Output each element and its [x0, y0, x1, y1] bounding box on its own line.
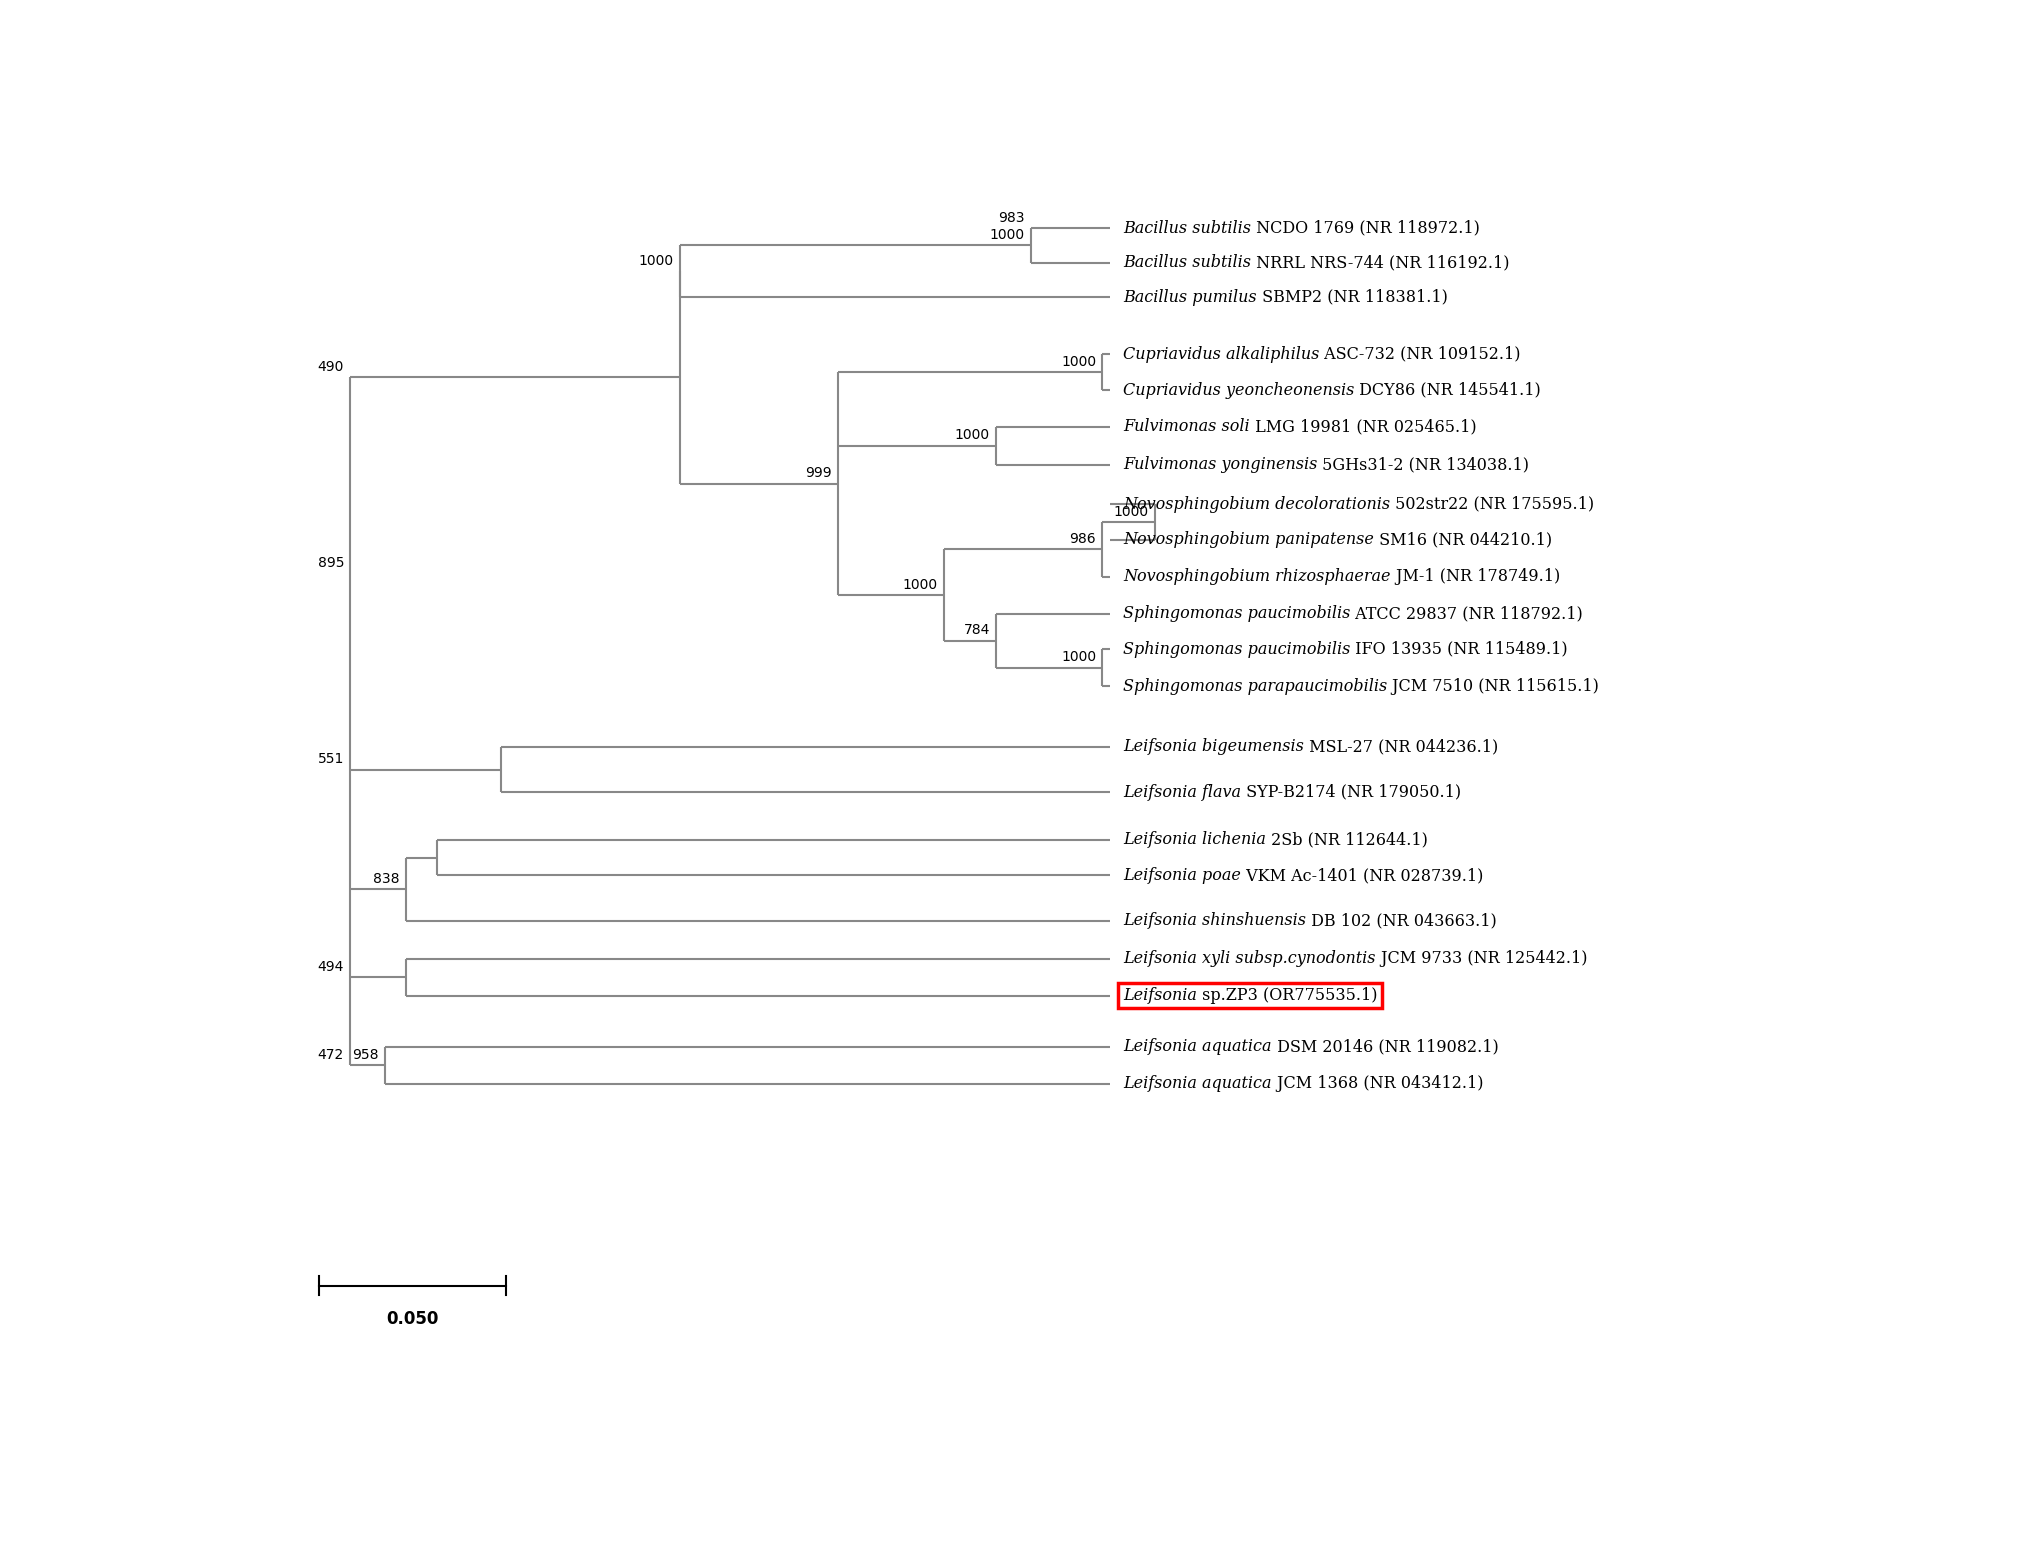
- Text: DCY86 (NR 145541.1): DCY86 (NR 145541.1): [1355, 382, 1540, 399]
- Text: Bacillus subtilis: Bacillus subtilis: [1124, 219, 1250, 236]
- Text: 1000: 1000: [637, 253, 674, 267]
- Text: ATCC 29837 (NR 118792.1): ATCC 29837 (NR 118792.1): [1350, 606, 1583, 623]
- Text: 986: 986: [1068, 531, 1097, 545]
- Text: MSL-27 (NR 044236.1): MSL-27 (NR 044236.1): [1303, 739, 1498, 756]
- Text: 895: 895: [317, 556, 343, 570]
- Text: Leifsonia poae: Leifsonia poae: [1124, 867, 1240, 884]
- Text: Novosphingobium panipatense: Novosphingobium panipatense: [1124, 531, 1373, 548]
- Text: SYP-B2174 (NR 179050.1): SYP-B2174 (NR 179050.1): [1240, 783, 1461, 800]
- Text: 784: 784: [964, 623, 991, 637]
- Text: Novosphingobium decolorationis: Novosphingobium decolorationis: [1124, 496, 1389, 513]
- Text: 1000: 1000: [989, 229, 1026, 243]
- Text: JCM 1368 (NR 043412.1): JCM 1368 (NR 043412.1): [1271, 1075, 1483, 1092]
- Text: Leifsonia aquatica: Leifsonia aquatica: [1124, 1075, 1271, 1092]
- Text: DSM 20146 (NR 119082.1): DSM 20146 (NR 119082.1): [1271, 1038, 1498, 1055]
- Text: Fulvimonas soli: Fulvimonas soli: [1124, 419, 1250, 436]
- Text: Leifsonia aquatica: Leifsonia aquatica: [1124, 1038, 1271, 1055]
- Text: Leifsonia shinshuensis: Leifsonia shinshuensis: [1124, 912, 1305, 929]
- Text: Leifsonia bigeumensis: Leifsonia bigeumensis: [1124, 739, 1303, 756]
- Text: 472: 472: [319, 1048, 343, 1061]
- Text: 983: 983: [999, 210, 1026, 224]
- Text: Leifsonia flava: Leifsonia flava: [1124, 783, 1240, 800]
- Text: Cupriavidus alkaliphilus: Cupriavidus alkaliphilus: [1124, 346, 1320, 363]
- Text: Cupriavidus yeoncheonensis: Cupriavidus yeoncheonensis: [1124, 382, 1355, 399]
- Text: 958: 958: [351, 1048, 378, 1061]
- Text: Bacillus subtilis: Bacillus subtilis: [1124, 255, 1250, 272]
- Text: 490: 490: [317, 360, 343, 374]
- Text: sp.ZP3 (OR775535.1): sp.ZP3 (OR775535.1): [1197, 987, 1377, 1004]
- Text: ASC-732 (NR 109152.1): ASC-732 (NR 109152.1): [1320, 346, 1520, 363]
- Text: DB 102 (NR 043663.1): DB 102 (NR 043663.1): [1305, 912, 1498, 929]
- Text: 0.050: 0.050: [386, 1310, 439, 1327]
- Text: 551: 551: [317, 752, 343, 766]
- Text: 494: 494: [317, 959, 343, 973]
- Text: VKM Ac-1401 (NR 028739.1): VKM Ac-1401 (NR 028739.1): [1240, 867, 1483, 884]
- Text: SBMP2 (NR 118381.1): SBMP2 (NR 118381.1): [1256, 289, 1448, 306]
- Text: SM16 (NR 044210.1): SM16 (NR 044210.1): [1373, 531, 1553, 548]
- Text: Fulvimonas yonginensis: Fulvimonas yonginensis: [1124, 456, 1318, 473]
- Text: Bacillus pumilus: Bacillus pumilus: [1124, 289, 1256, 306]
- Text: IFO 13935 (NR 115489.1): IFO 13935 (NR 115489.1): [1350, 641, 1569, 658]
- Text: Leifsonia: Leifsonia: [1124, 987, 1197, 1004]
- Text: JM-1 (NR 178749.1): JM-1 (NR 178749.1): [1391, 569, 1559, 586]
- Text: 1000: 1000: [954, 428, 991, 442]
- Text: Novosphingobium rhizosphaerae: Novosphingobium rhizosphaerae: [1124, 569, 1391, 586]
- Text: 1000: 1000: [1060, 355, 1097, 369]
- Text: LMG 19981 (NR 025465.1): LMG 19981 (NR 025465.1): [1250, 419, 1477, 436]
- Text: 838: 838: [374, 871, 400, 885]
- Text: 502str22 (NR 175595.1): 502str22 (NR 175595.1): [1389, 496, 1594, 513]
- Text: Sphingomonas paucimobilis: Sphingomonas paucimobilis: [1124, 606, 1350, 623]
- Text: Sphingomonas paucimobilis: Sphingomonas paucimobilis: [1124, 641, 1350, 658]
- Text: Sphingomonas parapaucimobilis: Sphingomonas parapaucimobilis: [1124, 678, 1387, 695]
- Text: Leifsonia xyli subsp.cynodontis: Leifsonia xyli subsp.cynodontis: [1124, 950, 1375, 967]
- Text: 1000: 1000: [1060, 650, 1097, 664]
- Text: 2Sb (NR 112644.1): 2Sb (NR 112644.1): [1267, 831, 1428, 848]
- Text: 999: 999: [805, 467, 832, 480]
- Text: NCDO 1769 (NR 118972.1): NCDO 1769 (NR 118972.1): [1250, 219, 1479, 236]
- Text: 1000: 1000: [1113, 505, 1148, 519]
- Text: Leifsonia lichenia: Leifsonia lichenia: [1124, 831, 1267, 848]
- Text: 5GHs31-2 (NR 134038.1): 5GHs31-2 (NR 134038.1): [1318, 456, 1530, 473]
- Text: JCM 7510 (NR 115615.1): JCM 7510 (NR 115615.1): [1387, 678, 1600, 695]
- Text: 1000: 1000: [903, 578, 938, 592]
- Text: JCM 9733 (NR 125442.1): JCM 9733 (NR 125442.1): [1375, 950, 1587, 967]
- Text: NRRL NRS-744 (NR 116192.1): NRRL NRS-744 (NR 116192.1): [1250, 255, 1510, 272]
